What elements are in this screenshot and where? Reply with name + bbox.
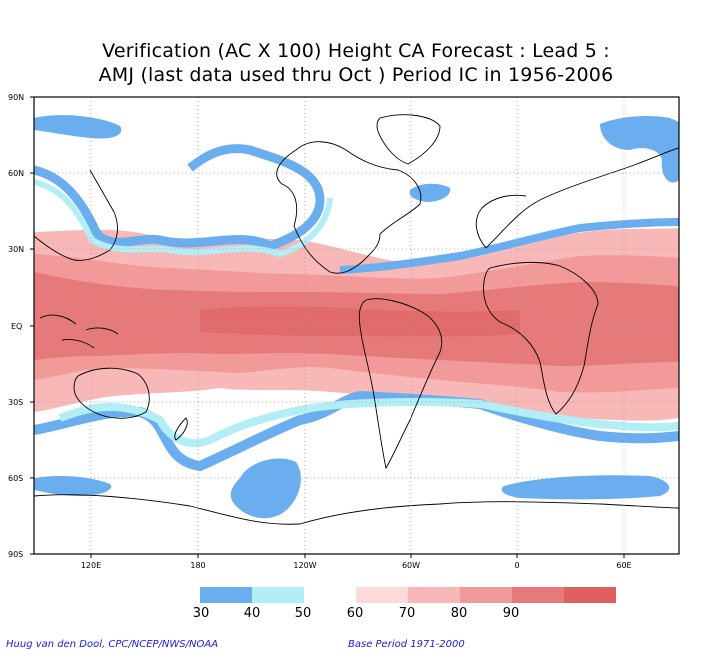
coastline-south-america bbox=[358, 298, 443, 470]
coastline-australia bbox=[73, 367, 150, 419]
legend-swatch bbox=[200, 587, 252, 603]
coastline-indonesia bbox=[39, 314, 119, 349]
color-legend: 30 40 50 60 70 80 90 bbox=[193, 587, 616, 621]
lon-label: 60W bbox=[402, 561, 420, 570]
contour-band-30-40-iceland bbox=[409, 183, 451, 202]
title-line-1: Verification (AC X 100) Height CA Foreca… bbox=[102, 40, 610, 62]
coastline-greenland bbox=[376, 114, 441, 165]
graticule bbox=[34, 97, 679, 554]
legend-label: 30 bbox=[193, 606, 210, 621]
legend-label: 70 bbox=[399, 606, 416, 621]
lat-label: EQ bbox=[11, 322, 22, 331]
coastline-africa bbox=[483, 261, 599, 415]
legend-swatch bbox=[304, 587, 356, 603]
legend-label: 80 bbox=[451, 606, 468, 621]
contour-band-90-plus bbox=[200, 306, 520, 337]
contour-band-40-50-north bbox=[34, 179, 333, 258]
contour-band-40-50-south bbox=[58, 398, 679, 448]
legend-swatch bbox=[356, 587, 408, 603]
contour-band-30-40-southern-ocean bbox=[230, 458, 301, 519]
legend-labels: 30 40 50 60 70 80 90 bbox=[193, 606, 520, 621]
legend-swatch bbox=[408, 587, 460, 603]
latitude-labels: 90N 60N 30N EQ 30S 60S 90S bbox=[8, 93, 24, 559]
lon-label: 60E bbox=[616, 561, 631, 570]
legend-swatch bbox=[564, 587, 616, 603]
coastlines bbox=[34, 114, 679, 525]
legend-label: 90 bbox=[503, 606, 520, 621]
coastline-antarctica bbox=[34, 494, 679, 525]
contour-band-30-40-arctic-west bbox=[34, 115, 122, 139]
coastline-asia-east bbox=[34, 169, 118, 261]
axis-ticks bbox=[30, 96, 625, 558]
coastline-eurasia bbox=[475, 147, 679, 249]
legend-swatch bbox=[512, 587, 564, 603]
footer-base-period: Base Period 1971-2000 bbox=[348, 639, 465, 650]
lat-label: 30N bbox=[8, 245, 24, 254]
legend-label: 60 bbox=[347, 606, 364, 621]
footer-credit: Huug van den Dool, CPC/NCEP/NWS/NOAA bbox=[6, 639, 219, 650]
contour-band-30-40-atlantic bbox=[339, 218, 679, 274]
legend-label: 50 bbox=[295, 606, 312, 621]
lat-label: 90N bbox=[8, 93, 24, 102]
title-line-2: AMJ (last data used thru Oct ) Period IC… bbox=[98, 64, 614, 86]
coastline-new-zealand bbox=[174, 417, 188, 441]
lon-label: 120W bbox=[293, 561, 316, 570]
legend-swatch bbox=[460, 587, 512, 603]
lat-label: 30S bbox=[8, 398, 23, 407]
lat-label: 60S bbox=[8, 474, 23, 483]
contour-band-30-40-west-antarctic bbox=[34, 476, 112, 496]
lon-label: 120E bbox=[81, 561, 101, 570]
lat-label: 60N bbox=[8, 169, 24, 178]
legend-swatches bbox=[200, 587, 616, 603]
lon-label: 180 bbox=[190, 561, 205, 570]
lat-label: 90S bbox=[8, 550, 23, 559]
contour-band-30-40-antarctic-east bbox=[501, 475, 670, 500]
lon-label: 0 bbox=[514, 561, 519, 570]
anomaly-correlation-field bbox=[34, 115, 679, 519]
legend-label: 40 bbox=[244, 606, 261, 621]
contour-band-30-40-north bbox=[34, 144, 325, 251]
legend-swatch bbox=[252, 587, 304, 603]
contour-band-30-40-arctic-east bbox=[600, 116, 679, 183]
longitude-labels: 120E 180 120W 60W 0 60E bbox=[81, 561, 632, 570]
